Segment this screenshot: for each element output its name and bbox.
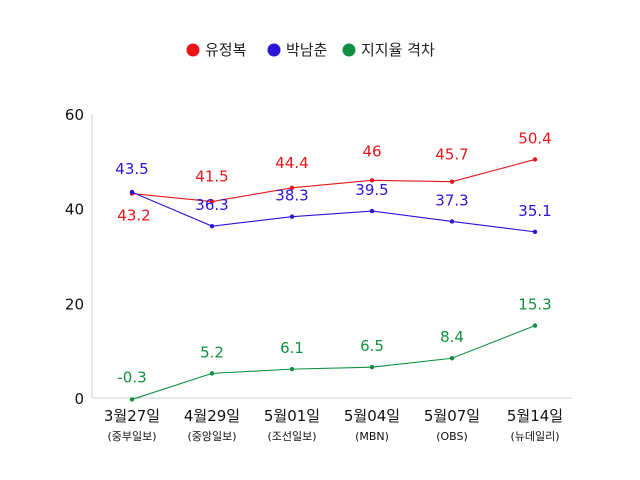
series-line-0: [131, 158, 536, 203]
data-point-1-2: [289, 214, 295, 219]
data-label-2-2: 6.1: [280, 339, 304, 357]
series-line-1: [131, 191, 536, 233]
legend-marker-1: [267, 43, 281, 57]
data-point-0-5: [532, 157, 538, 162]
data-point-1-0: [129, 189, 135, 195]
data-labels: 43.2 41.5 44.4 46 45.7 50.4 43.5 36.3 38.3 39.5 37…: [115, 129, 551, 386]
data-point-0-4: [449, 179, 455, 184]
legend-label-0: 유정복: [205, 41, 246, 59]
data-point-2-0: [129, 397, 135, 402]
data-label-2-1: 5.2: [200, 343, 224, 361]
x-tick-label-5: 5월14일: [507, 407, 563, 425]
x-tick-sublabel-2: (조선일보): [267, 429, 316, 443]
x-tick-label-2: 5월01일: [264, 407, 320, 425]
legend-item-1: 박남춘: [267, 41, 328, 59]
data-point-2-5: [532, 323, 538, 328]
x-tick-sublabel-5: (뉴데일리): [510, 429, 559, 443]
x-tick-sublabel-1: (중앙일보): [187, 429, 236, 443]
data-label-1-1: 36.3: [195, 196, 228, 214]
data-label-0-4: 45.7: [435, 146, 468, 164]
x-tick-label-4: 5월07일: [424, 407, 480, 425]
data-label-0-5: 50.4: [518, 129, 551, 147]
data-label-2-3: 6.5: [360, 337, 384, 355]
data-label-0-0: 43.2: [117, 207, 150, 225]
data-point-0-2: [289, 185, 295, 191]
legend: 유정복 박남춘 지지율 격차: [186, 41, 435, 59]
x-tick-label-1: 4월29일: [184, 407, 240, 425]
legend-label-1: 박남춘: [286, 41, 328, 59]
data-label-1-5: 35.1: [518, 202, 551, 220]
x-tick-sublabel-4: (OBS): [436, 430, 468, 443]
x-tick-sublabel-3: (MBN): [355, 430, 389, 443]
x-tick-label-3: 5월04일: [344, 407, 400, 425]
data-point-2-4: [449, 356, 455, 361]
data-label-2-0: -0.3: [117, 368, 146, 386]
data-label-0-3: 46: [362, 142, 381, 160]
data-point-2-3: [369, 365, 375, 370]
data-label-2-4: 8.4: [440, 328, 464, 346]
legend-item-2: 지지율 격차: [342, 41, 435, 59]
data-point-1-1: [209, 223, 215, 229]
x-tick-label-0: 3월27일: [104, 407, 160, 425]
axes: 0 20 40 60 3월27일 (중부일보) 4월29일 (중앙일보) 5월01일 (조선일보)…: [65, 106, 572, 443]
data-point-2-2: [289, 366, 295, 372]
data-label-1-0: 43.5: [115, 160, 148, 178]
data-label-0-1: 41.5: [195, 168, 228, 186]
data-label-1-3: 39.5: [355, 181, 388, 199]
data-point-0-3: [369, 178, 375, 183]
legend-label-2: 지지율 격차: [361, 41, 435, 59]
data-point-1-4: [449, 219, 455, 224]
y-tick-label-0: 0: [74, 390, 84, 408]
legend-marker-2: [342, 43, 356, 57]
y-tick-label-40: 40: [65, 201, 84, 219]
data-point-1-5: [532, 229, 538, 235]
y-tick-label-20: 20: [65, 295, 84, 313]
y-tick-label-60: 60: [65, 106, 84, 124]
data-label-0-2: 44.4: [275, 154, 308, 172]
data-label-1-4: 37.3: [435, 191, 468, 209]
legend-marker-0: [186, 43, 200, 57]
legend-item-0: 유정복: [186, 41, 246, 59]
data-label-1-2: 38.3: [275, 187, 308, 205]
x-tick-sublabel-0: (중부일보): [107, 429, 156, 443]
series-lines: [129, 157, 538, 402]
data-point-0-1: [209, 199, 215, 204]
data-label-2-5: 15.3: [518, 296, 551, 314]
series-line-2: [131, 325, 536, 400]
data-point-1-3: [369, 208, 375, 214]
data-point-2-1: [209, 371, 215, 376]
